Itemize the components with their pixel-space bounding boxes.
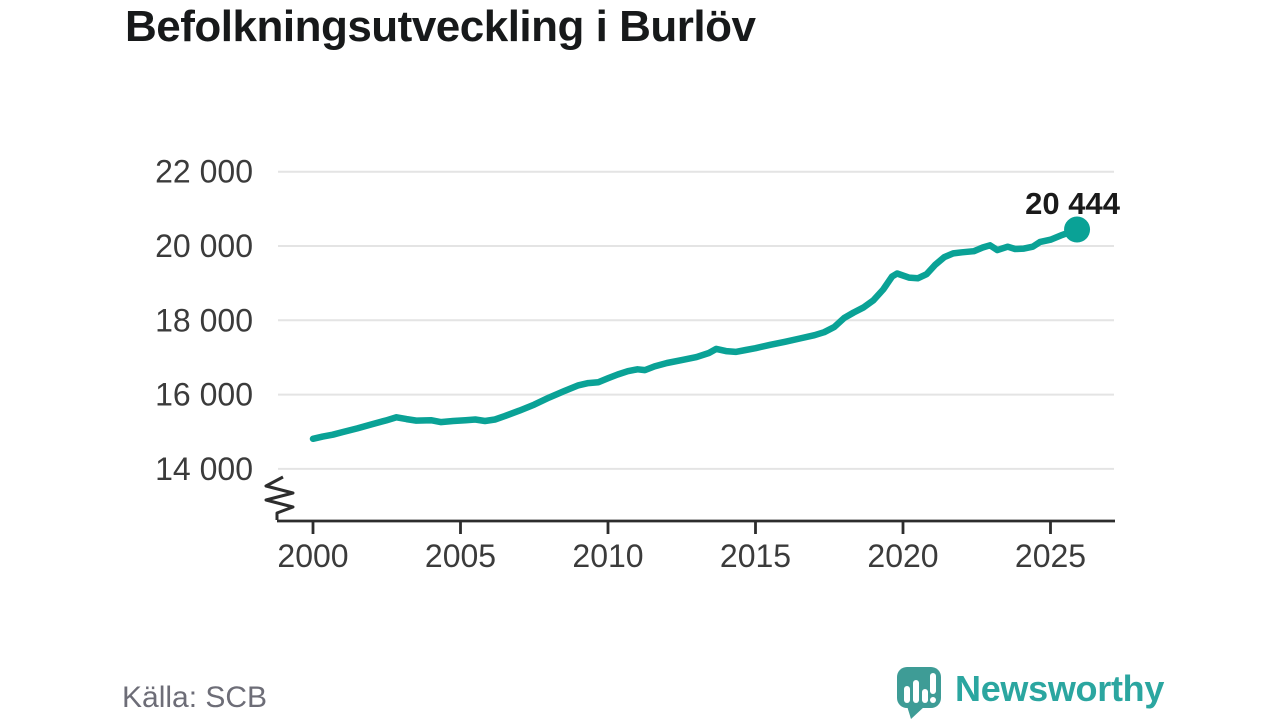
axis-break-icon	[264, 475, 295, 520]
x-tick-label: 2005	[425, 538, 496, 574]
x-tick-label: 2025	[1015, 538, 1086, 574]
y-tick-label: 18 000	[155, 302, 253, 338]
x-tick-label: 2000	[277, 538, 348, 574]
x-tick-label: 2015	[720, 538, 791, 574]
logo-bar-3	[922, 689, 928, 703]
y-tick-label: 22 000	[155, 154, 253, 190]
y-tick-label: 14 000	[155, 451, 253, 487]
end-value-label: 20 444	[1025, 186, 1121, 221]
y-tick-label: 16 000	[155, 377, 253, 413]
chart-title: Befolkningsutveckling i Burlöv	[125, 2, 756, 51]
population-line	[309, 226, 1081, 443]
logo-bubble-tail	[907, 706, 925, 719]
end-point-dot	[1064, 216, 1091, 243]
newsworthy-logo-icon	[897, 667, 941, 719]
logo-bar-2	[913, 680, 919, 703]
newsworthy-logo: Newsworthy	[896, 666, 1164, 720]
logo-exclamation-dot	[930, 697, 936, 703]
x-tick-label: 2010	[572, 538, 643, 574]
source-note: Källa: SCB	[122, 681, 268, 714]
logo-exclamation-stem	[930, 673, 936, 694]
newsworthy-wordmark: Newsworthy	[955, 668, 1165, 709]
x-tick-label: 2020	[867, 538, 938, 574]
y-tick-label: 20 000	[155, 228, 253, 264]
logo-bar-1	[904, 686, 910, 703]
